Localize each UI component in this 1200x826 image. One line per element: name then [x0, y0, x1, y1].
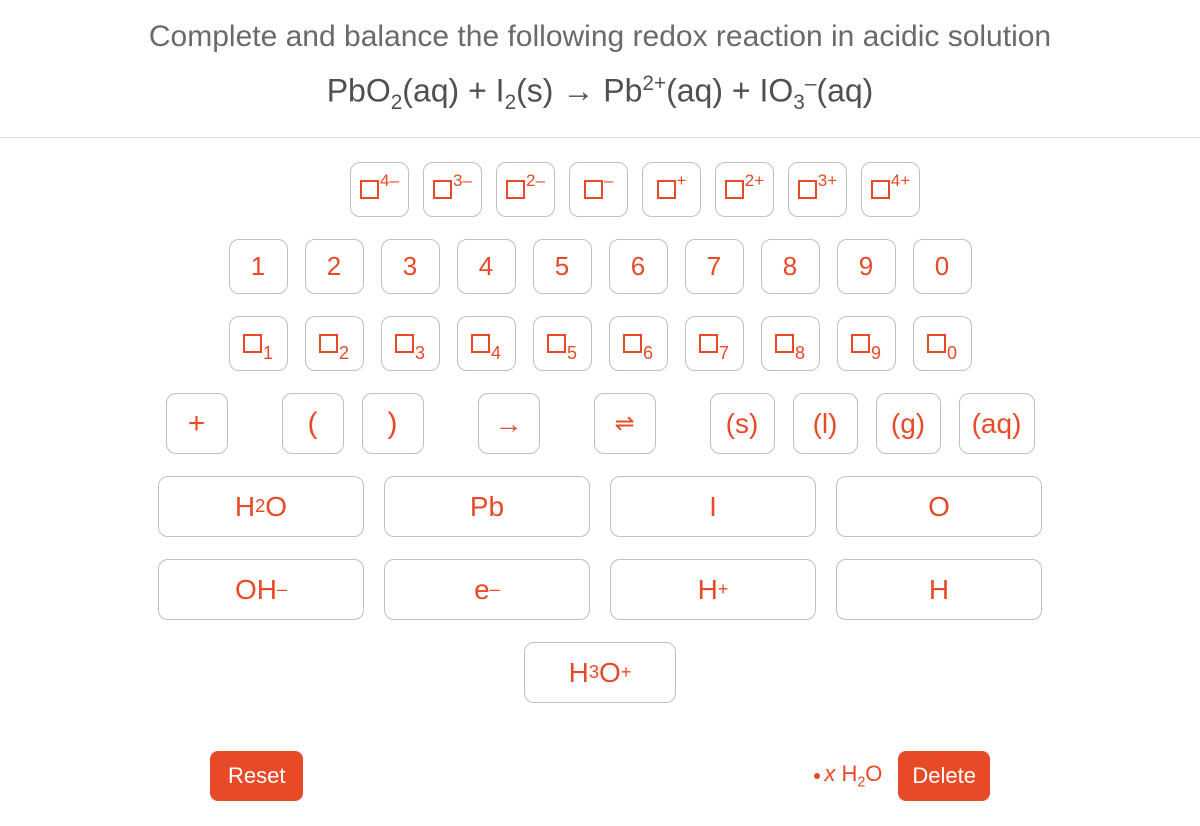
charge-label: 4– [380, 171, 399, 191]
hint-text: x H2O [824, 761, 882, 790]
lparen-button[interactable]: ( [282, 393, 344, 454]
row-digits: 1 2 3 4 5 6 7 8 9 0 [229, 239, 972, 294]
placeholder-icon [798, 180, 817, 199]
charge-label: – [604, 171, 613, 191]
digit-3-button[interactable]: 3 [381, 239, 440, 294]
row-subscripts: 1 2 3 4 5 6 7 8 9 0 [229, 316, 972, 371]
footer-right: x H2O Delete [814, 751, 990, 801]
digit-0-button[interactable]: 0 [913, 239, 972, 294]
sub-7-button[interactable]: 7 [685, 316, 744, 371]
eminus-button[interactable]: e– [384, 559, 590, 620]
row-chem-2: OH– e– H+ H [158, 559, 1042, 620]
placeholder-icon [725, 180, 744, 199]
placeholder-icon [395, 334, 414, 353]
charge-label: 2+ [745, 171, 764, 191]
sub-label: 3 [415, 343, 425, 364]
h2o-hint: x H2O [814, 761, 882, 790]
question-text: Complete and balance the following redox… [0, 20, 1200, 54]
sub-5-button[interactable]: 5 [533, 316, 592, 371]
placeholder-icon [623, 334, 642, 353]
sub-label: 0 [947, 343, 957, 364]
keypad: 4– 3– 2– – + 2+ 3+ 4+ 1 2 3 4 5 6 7 8 9 … [0, 138, 1200, 801]
placeholder-icon [584, 180, 603, 199]
delete-button[interactable]: Delete [898, 751, 990, 801]
hplus-button[interactable]: H+ [610, 559, 816, 620]
hydrogen-button[interactable]: H [836, 559, 1042, 620]
placeholder-icon [851, 334, 870, 353]
pb-button[interactable]: Pb [384, 476, 590, 537]
sub-3-button[interactable]: 3 [381, 316, 440, 371]
charge-1minus-button[interactable]: – [569, 162, 628, 217]
reset-button[interactable]: Reset [210, 751, 303, 801]
sub-1-button[interactable]: 1 [229, 316, 288, 371]
state-aq-button[interactable]: (aq) [959, 393, 1035, 454]
charge-3minus-button[interactable]: 3– [423, 162, 482, 217]
sub-4-button[interactable]: 4 [457, 316, 516, 371]
sub-label: 5 [567, 343, 577, 364]
placeholder-icon [699, 334, 718, 353]
digit-4-button[interactable]: 4 [457, 239, 516, 294]
charge-label: 3– [453, 171, 472, 191]
plus-button[interactable]: + [166, 393, 228, 454]
placeholder-icon [243, 334, 262, 353]
bullet-icon [814, 773, 820, 779]
row-charges: 4– 3– 2– – + 2+ 3+ 4+ [280, 162, 920, 217]
digit-2-button[interactable]: 2 [305, 239, 364, 294]
equilibrium-button[interactable]: ⇌ [594, 393, 656, 454]
charge-2plus-button[interactable]: 2+ [715, 162, 774, 217]
sub-label: 8 [795, 343, 805, 364]
row-footer: Reset x H2O Delete [0, 751, 1200, 801]
placeholder-icon [657, 180, 676, 199]
placeholder-icon [433, 180, 452, 199]
charge-label: 4+ [891, 171, 910, 191]
state-g-button[interactable]: (g) [876, 393, 941, 454]
sub-label: 6 [643, 343, 653, 364]
sub-9-button[interactable]: 9 [837, 316, 896, 371]
h2o-button[interactable]: H2O [158, 476, 364, 537]
row-chem-3: H3O+ [524, 642, 676, 703]
placeholder-icon [871, 180, 890, 199]
sub-label: 7 [719, 343, 729, 364]
charge-1plus-button[interactable]: + [642, 162, 701, 217]
state-s-button[interactable]: (s) [710, 393, 775, 454]
charge-label: + [677, 171, 687, 191]
placeholder-icon [927, 334, 946, 353]
placeholder-icon [775, 334, 794, 353]
digit-5-button[interactable]: 5 [533, 239, 592, 294]
sub-6-button[interactable]: 6 [609, 316, 668, 371]
ohminus-button[interactable]: OH– [158, 559, 364, 620]
charge-label: 2– [526, 171, 545, 191]
sub-8-button[interactable]: 8 [761, 316, 820, 371]
charge-label: 3+ [818, 171, 837, 191]
digit-1-button[interactable]: 1 [229, 239, 288, 294]
sub-label: 9 [871, 343, 881, 364]
charge-4plus-button[interactable]: 4+ [861, 162, 920, 217]
state-l-button[interactable]: (l) [793, 393, 858, 454]
sub-label: 4 [491, 343, 501, 364]
digit-9-button[interactable]: 9 [837, 239, 896, 294]
sub-label: 1 [263, 343, 273, 364]
placeholder-icon [547, 334, 566, 353]
row-chem-1: H2O Pb I O [158, 476, 1042, 537]
placeholder-icon [471, 334, 490, 353]
oxygen-button[interactable]: O [836, 476, 1042, 537]
sub-2-button[interactable]: 2 [305, 316, 364, 371]
rparen-button[interactable]: ) [362, 393, 424, 454]
iodine-button[interactable]: I [610, 476, 816, 537]
placeholder-icon [360, 180, 379, 199]
equation-display: PbO2(aq) + I2(s) → Pb2+(aq) + IO3–(aq) [0, 72, 1200, 115]
sub-label: 2 [339, 343, 349, 364]
charge-3plus-button[interactable]: 3+ [788, 162, 847, 217]
placeholder-icon [506, 180, 525, 199]
arrow-button[interactable]: → [478, 393, 540, 454]
sub-0-button[interactable]: 0 [913, 316, 972, 371]
digit-7-button[interactable]: 7 [685, 239, 744, 294]
placeholder-icon [319, 334, 338, 353]
charge-4minus-button[interactable]: 4– [350, 162, 409, 217]
digit-8-button[interactable]: 8 [761, 239, 820, 294]
row-symbols: + ( ) → ⇌ (s) (l) (g) (aq) [166, 393, 1035, 454]
h3oplus-button[interactable]: H3O+ [524, 642, 676, 703]
charge-2minus-button[interactable]: 2– [496, 162, 555, 217]
digit-6-button[interactable]: 6 [609, 239, 668, 294]
